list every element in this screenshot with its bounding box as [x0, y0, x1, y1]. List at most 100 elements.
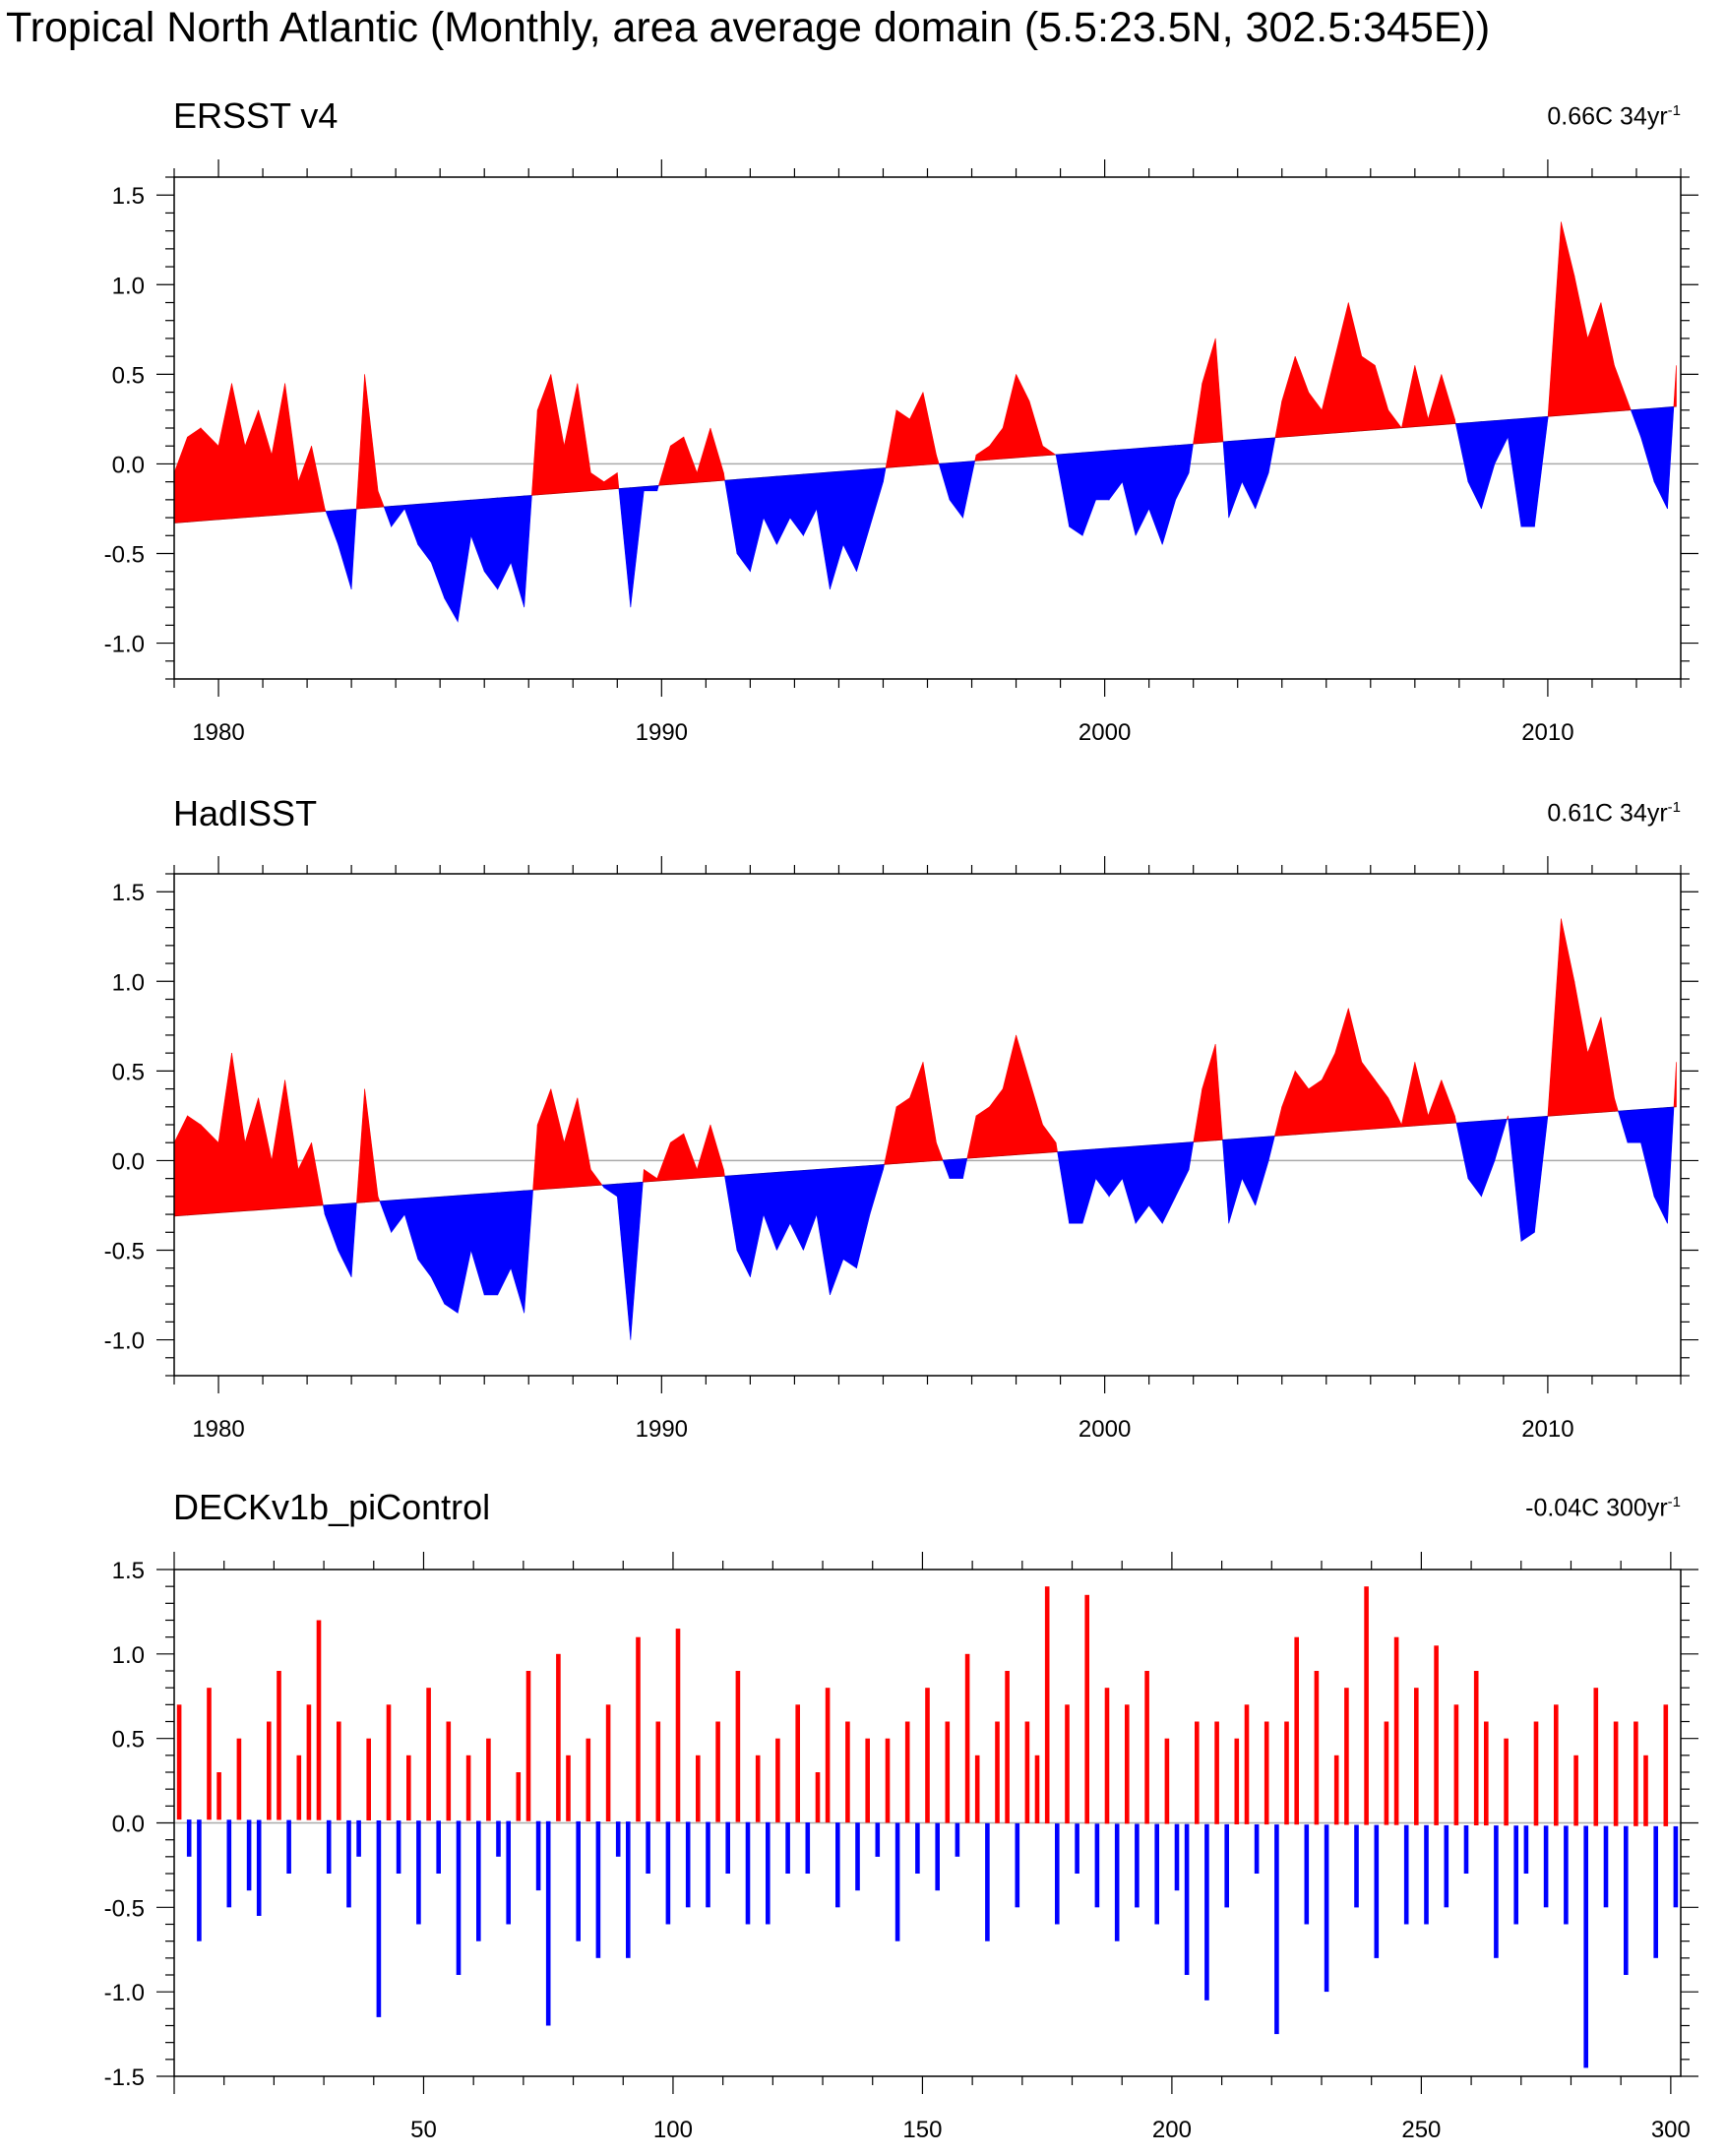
anomaly-negative-bar: [286, 1819, 291, 1874]
anomaly-negative-segment: [1161, 1142, 1176, 1224]
anomaly-positive-segment: [616, 472, 620, 489]
anomaly-positive-bar: [1573, 1755, 1578, 1826]
anomaly-positive-bar: [1593, 1688, 1599, 1826]
anomaly-negative-segment: [1618, 1110, 1629, 1143]
x-tick-label: 50: [410, 2117, 437, 2143]
anomaly-negative-bar: [1274, 1824, 1279, 2035]
anomaly-negative-segment: [1630, 408, 1641, 438]
anomaly-positive-segment: [966, 1115, 977, 1159]
anomaly-positive-segment: [643, 1168, 658, 1183]
x-tick-label: 2010: [1521, 719, 1573, 746]
anomaly-negative-bar: [1494, 1825, 1499, 1958]
y-tick-label: 0.5: [112, 1059, 145, 1085]
anomaly-negative-segment: [789, 1170, 804, 1251]
anomaly-positive-segment: [922, 392, 937, 465]
anomaly-positive-segment: [1055, 1142, 1058, 1153]
anomaly-negative-segment: [736, 477, 751, 573]
trend-exponent-ersst: -1: [1667, 102, 1681, 119]
anomaly-negative-segment: [1148, 446, 1163, 545]
anomaly-positive-segment: [244, 409, 259, 519]
anomaly-positive-bar: [1414, 1688, 1419, 1825]
anomaly-negative-segment: [1069, 452, 1083, 536]
anomaly-positive-bar: [825, 1688, 831, 1823]
anomaly-negative-bar: [356, 1819, 361, 1857]
anomaly-positive-segment: [187, 427, 202, 523]
anomaly-positive-segment: [1214, 338, 1224, 443]
anomaly-negative-segment: [842, 469, 857, 572]
anomaly-positive-segment: [683, 1133, 698, 1180]
anomaly-positive-segment: [324, 508, 327, 513]
anomaly-negative-bar: [646, 1821, 650, 1874]
anomaly-negative-segment: [1055, 453, 1070, 527]
anomaly-positive-bar: [176, 1704, 182, 1820]
anomaly-positive-bar: [277, 1671, 281, 1820]
anomaly-positive-segment: [1361, 1061, 1376, 1131]
panel-trend-picontrol: -0.04C 300yr-1: [1525, 1494, 1681, 1522]
anomaly-positive-segment: [1441, 374, 1455, 426]
anomaly-positive-bar: [366, 1738, 371, 1820]
anomaly-positive-segment: [1274, 400, 1282, 439]
anomaly-negative-segment: [603, 1183, 618, 1198]
anomaly-positive-segment: [1016, 374, 1030, 459]
trend-baseline: [173, 1106, 1677, 1217]
anomaly-positive-bar: [556, 1653, 561, 1821]
anomaly-negative-segment: [1222, 1139, 1229, 1224]
anomaly-positive-segment: [258, 1097, 273, 1211]
anomaly-positive-segment: [311, 1142, 324, 1207]
anomaly-positive-segment: [1281, 1071, 1296, 1137]
anomaly-positive-segment: [1375, 1078, 1389, 1130]
anomaly-positive-segment: [1673, 1062, 1677, 1108]
anomaly-positive-segment: [1561, 918, 1575, 1116]
anomaly-negative-segment: [383, 506, 392, 527]
anomaly-positive-bar: [1164, 1738, 1170, 1824]
anomaly-positive-bar: [945, 1721, 951, 1823]
anomaly-negative-segment: [763, 475, 777, 545]
anomaly-positive-segment: [895, 1097, 910, 1164]
anomaly-positive-segment: [895, 409, 910, 467]
anomaly-positive-bar: [1065, 1704, 1070, 1824]
x-tick-label: 200: [1152, 2117, 1192, 2143]
anomaly-negative-segment: [1255, 437, 1269, 510]
anomaly-negative-bar: [685, 1821, 691, 1908]
anomaly-negative-bar: [1204, 1823, 1209, 2001]
anomaly-negative-segment: [962, 1157, 968, 1179]
anomaly-positive-bar: [1504, 1738, 1509, 1826]
anomaly-negative-segment: [1455, 1121, 1469, 1179]
anomaly-negative-segment: [470, 498, 485, 572]
anomaly-positive-segment: [989, 1087, 1004, 1157]
anomaly-negative-segment: [724, 1174, 738, 1251]
anomaly-positive-bar: [655, 1721, 661, 1822]
anomaly-negative-bar: [326, 1819, 332, 1874]
anomaly-negative-bar: [346, 1819, 351, 1908]
anomaly-negative-bar: [1055, 1823, 1060, 1925]
x-tick-label: 100: [653, 2117, 693, 2143]
anomaly-negative-segment: [1508, 1117, 1522, 1242]
y-tick-label: 0.0: [112, 1812, 145, 1838]
anomaly-positive-segment: [1600, 302, 1615, 413]
anomaly-negative-segment: [789, 473, 804, 537]
anomaly-positive-bar: [406, 1755, 411, 1821]
anomaly-negative-bar: [1424, 1824, 1429, 1925]
anomaly-positive-segment: [1002, 1034, 1017, 1156]
anomaly-positive-bar: [1634, 1721, 1638, 1826]
anomaly-negative-segment: [1640, 1108, 1655, 1197]
anomaly-positive-segment: [1454, 1115, 1457, 1124]
anomaly-positive-segment: [909, 392, 924, 466]
anomaly-positive-bar: [236, 1738, 242, 1820]
anomaly-positive-bar: [1214, 1721, 1219, 1824]
anomaly-positive-segment: [217, 1053, 232, 1213]
anomaly-negative-segment: [1108, 449, 1123, 501]
anomaly-positive-bar: [1104, 1688, 1110, 1824]
anomaly-positive-bar: [715, 1721, 720, 1822]
anomaly-negative-segment: [750, 476, 765, 572]
anomaly-negative-segment: [1135, 1144, 1149, 1225]
anomaly-negative-segment: [457, 499, 472, 622]
y-tick-label: 0.5: [112, 1727, 145, 1754]
anomaly-positive-segment: [1016, 1034, 1030, 1155]
anomaly-negative-bar: [376, 1820, 382, 2017]
anomaly-negative-bar: [535, 1820, 541, 1891]
anomaly-positive-segment: [200, 427, 219, 522]
anomaly-negative-segment: [949, 462, 963, 520]
panel-title-ersst: ERSST v4: [173, 95, 339, 136]
